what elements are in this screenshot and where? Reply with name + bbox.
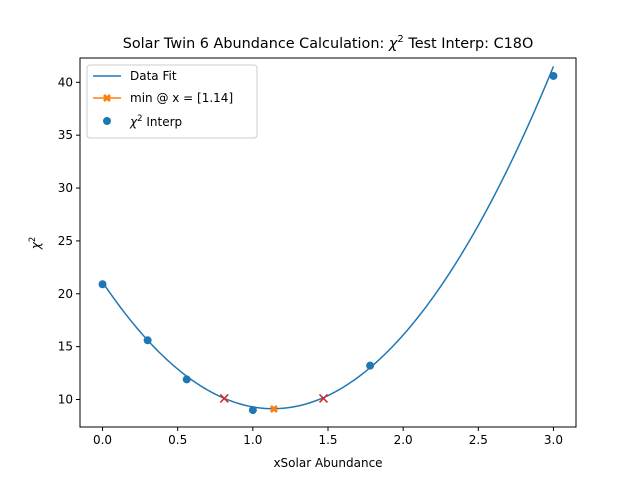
legend-frame: [86, 64, 258, 139]
legend-min-marker: [103, 94, 111, 102]
legend: Data Fit min @ x = [1.14] χ2 Interp: [86, 64, 258, 139]
legend-min-label: min @ x = [1.14]: [130, 91, 233, 105]
y-tick-label: 35: [58, 128, 73, 142]
bound-marker: [318, 393, 329, 403]
y-axis-label: χ2: [28, 237, 43, 251]
chart-title: Solar Twin 6 Abundance Calculation: χ2 T…: [123, 34, 534, 52]
legend-fit-label: Data Fit: [130, 69, 177, 83]
y-tick-label: 20: [58, 287, 73, 301]
interp-point: [98, 280, 107, 289]
x-axis-label: xSolar Abundance: [273, 456, 382, 470]
x-tick-label: 3.0: [544, 433, 563, 447]
bound-marker: [219, 393, 229, 403]
interp-point: [182, 375, 191, 384]
y-tick-label: 30: [58, 181, 73, 195]
interp-point: [549, 71, 558, 80]
y-tick-label: 40: [58, 75, 73, 89]
axes: 0.0 0.5 1.0 1.5 2.0 2.5 3.0 10 15 20 25 30 35 40: [58, 57, 577, 447]
y-tick-label: 15: [58, 340, 73, 354]
y-tick-label: 25: [58, 234, 73, 248]
x-tick-label: 1.0: [243, 433, 262, 447]
y-tick-label: 10: [58, 393, 73, 407]
minimum-marker: [269, 405, 278, 414]
x-tick-label: 2.0: [394, 433, 413, 447]
interp-point: [366, 361, 375, 370]
interp-point: [248, 406, 257, 415]
x-tick-label: 1.5: [318, 433, 337, 447]
x-tick-label: 2.5: [469, 433, 488, 447]
legend-interp-label: χ2 Interp: [129, 114, 182, 129]
interp-point: [143, 336, 152, 345]
legend-interp-marker: [103, 117, 111, 125]
x-tick-label: 0.5: [168, 433, 187, 447]
plot-area: [98, 66, 558, 415]
x-tick-label: 0.0: [93, 433, 112, 447]
fit-curve: [101, 66, 555, 410]
